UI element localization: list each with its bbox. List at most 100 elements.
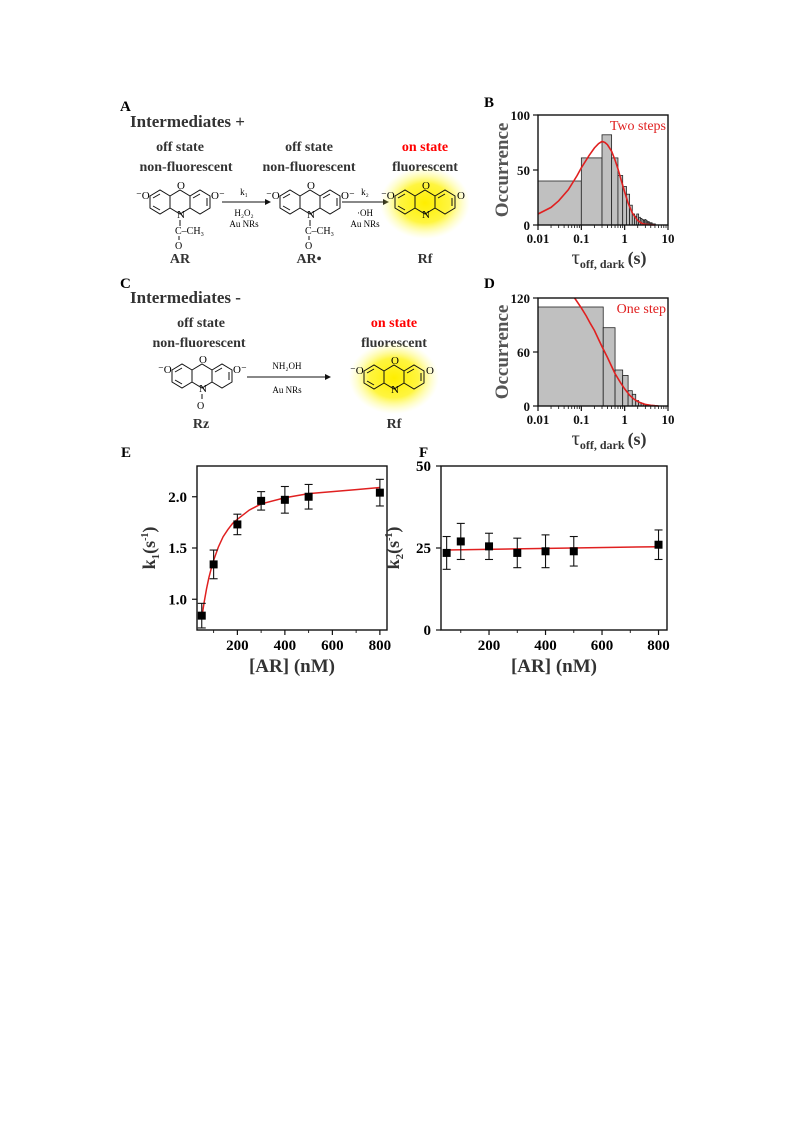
- chart-panel-d: D 0.01 0.1 1 10 0 60 120 One step Occurrence τoff…: [484, 276, 675, 452]
- e-ytick-2: 2.0: [168, 490, 187, 506]
- molecule-label-rf: Rf: [418, 252, 433, 267]
- panel-letter-d: D: [484, 276, 495, 292]
- svg-text:O: O: [457, 190, 465, 202]
- molecule-label-rz: Rz: [193, 417, 209, 432]
- svg-text:N: N: [177, 209, 185, 221]
- panel-letter-a: A: [120, 99, 131, 115]
- state-label-1b: non-fluorescent: [139, 160, 232, 175]
- molecule-label-rf-c: Rf: [387, 417, 402, 432]
- b-xtick-3: 10: [662, 231, 675, 246]
- svg-text:O: O: [391, 355, 399, 367]
- d-ylabel: Occurrence: [492, 305, 513, 400]
- d-bar-1: [602, 327, 616, 407]
- svg-text:N: N: [307, 209, 315, 221]
- f-point-0: [442, 548, 451, 557]
- svg-text:N: N: [422, 209, 430, 221]
- state-label-2a: off state: [285, 140, 333, 155]
- f-fit-curve: [446, 545, 659, 551]
- svg-text:O⁻: O⁻: [233, 364, 247, 376]
- svg-text:Au NRs: Au NRs: [272, 385, 302, 395]
- fluorescence-glow-c: [349, 342, 439, 414]
- panel-letter-b: B: [484, 95, 494, 111]
- svg-text:⁻O: ⁻O: [136, 190, 150, 202]
- e-ytick-0: 1.0: [168, 592, 187, 608]
- molecule-label-ar: AR: [170, 252, 191, 267]
- panel-letter-f: F: [419, 445, 428, 461]
- state-label-3a: on state: [402, 140, 448, 155]
- d-ytick-0: 0: [524, 399, 531, 414]
- svg-text:⁻O: ⁻O: [381, 190, 395, 202]
- e-point-4: [280, 495, 289, 504]
- fluorescence-glow: [380, 167, 470, 239]
- svg-text:O⁻: O⁻: [341, 190, 355, 202]
- svg-text:⁻O: ⁻O: [158, 364, 172, 376]
- svg-text:O: O: [422, 180, 430, 192]
- panel-c-title: Intermediates -: [130, 288, 241, 307]
- panel-letter-c: C: [120, 276, 131, 292]
- b-xtick-0: 0.01: [527, 231, 550, 246]
- f-point-1: [456, 537, 465, 546]
- b-xtick-2: 1: [621, 231, 628, 246]
- d-xtick-1: 0.1: [573, 412, 589, 427]
- svg-text:C–CH₃: C–CH₃: [305, 226, 334, 237]
- f-xtick-1: 400: [534, 638, 557, 654]
- molecule-ar-radical: O N ⁻O O⁻ C–CH₃ O: [266, 180, 355, 252]
- e-plot-frame: [196, 465, 388, 631]
- f-xtick-0: 200: [478, 638, 501, 654]
- svg-text:O: O: [199, 354, 207, 366]
- d-ytick-1: 60: [517, 345, 530, 360]
- svg-text:·OH: ·OH: [357, 208, 373, 218]
- e-point-1: [209, 560, 218, 569]
- molecule-rz: O N ⁻O O⁻ O: [158, 354, 247, 412]
- svg-text:Au NRs: Au NRs: [350, 219, 380, 229]
- e-ylabel: k1(s-1): [139, 527, 162, 570]
- f-point-4: [541, 547, 550, 556]
- svg-text:k₂: k₂: [361, 187, 369, 197]
- svg-text:Au NRs: Au NRs: [229, 219, 259, 229]
- state-label-c1a: off state: [177, 316, 225, 331]
- molecule-ar: O N ⁻O O⁻ C–CH₃ O: [136, 180, 225, 252]
- b-ytick-2: 100: [511, 108, 531, 123]
- reaction-arrow-c: NH₂OH Au NRs: [247, 361, 331, 395]
- d-bar-0: [537, 306, 604, 407]
- d-xtick-3: 10: [662, 412, 675, 427]
- e-xtick-0: 200: [226, 638, 249, 654]
- f-ylabel: k2(s-1): [383, 527, 406, 570]
- b-bar-1: [580, 157, 603, 226]
- e-point-5: [304, 492, 313, 501]
- panel-c: C Intermediates - off state non-fluoresc…: [120, 276, 439, 432]
- state-label-c1b: non-fluorescent: [152, 336, 245, 351]
- e-fit-curve: [201, 486, 380, 618]
- chart-panel-f: F 200 400 600 800 0 25 50 [AR] (nM) k2(s-1): [383, 445, 670, 677]
- f-point-3: [513, 548, 522, 557]
- e-ytick-1: 1.5: [168, 541, 187, 557]
- svg-text:O: O: [307, 180, 315, 192]
- svg-text:H₂O₂: H₂O₂: [234, 208, 253, 218]
- svg-text:O: O: [197, 401, 204, 412]
- molecule-rf: O N ⁻O O: [380, 167, 470, 239]
- state-label-2b: non-fluorescent: [262, 160, 355, 175]
- b-xlabel: τoff, dark (s): [571, 245, 646, 271]
- svg-text:O: O: [305, 241, 312, 252]
- svg-text:N: N: [391, 384, 399, 396]
- f-point-2: [485, 542, 494, 551]
- svg-text:O: O: [426, 365, 434, 377]
- f-point-6: [654, 540, 663, 549]
- svg-text:C–CH₃: C–CH₃: [175, 226, 204, 237]
- b-fit-curve: [537, 140, 655, 226]
- chart-panel-e: E 200 400 600 800 1.0 1.5 2.0 [AR] (nM) k1(s-1): [121, 445, 391, 677]
- b-xtick-1: 0.1: [573, 231, 589, 246]
- b-ylabel: Occurrence: [492, 123, 513, 218]
- e-xtick-1: 400: [274, 638, 297, 654]
- svg-text:k₁: k₁: [240, 187, 248, 197]
- e-point-0: [197, 611, 206, 620]
- e-point-6: [375, 488, 384, 497]
- svg-text:⁻O: ⁻O: [350, 365, 364, 377]
- e-xtick-3: 800: [369, 638, 392, 654]
- f-xlabel: [AR] (nM): [511, 656, 597, 677]
- b-ytick-1: 50: [517, 163, 530, 178]
- panel-letter-e: E: [121, 445, 131, 461]
- e-point-2: [233, 520, 242, 529]
- b-ytick-0: 0: [524, 218, 531, 233]
